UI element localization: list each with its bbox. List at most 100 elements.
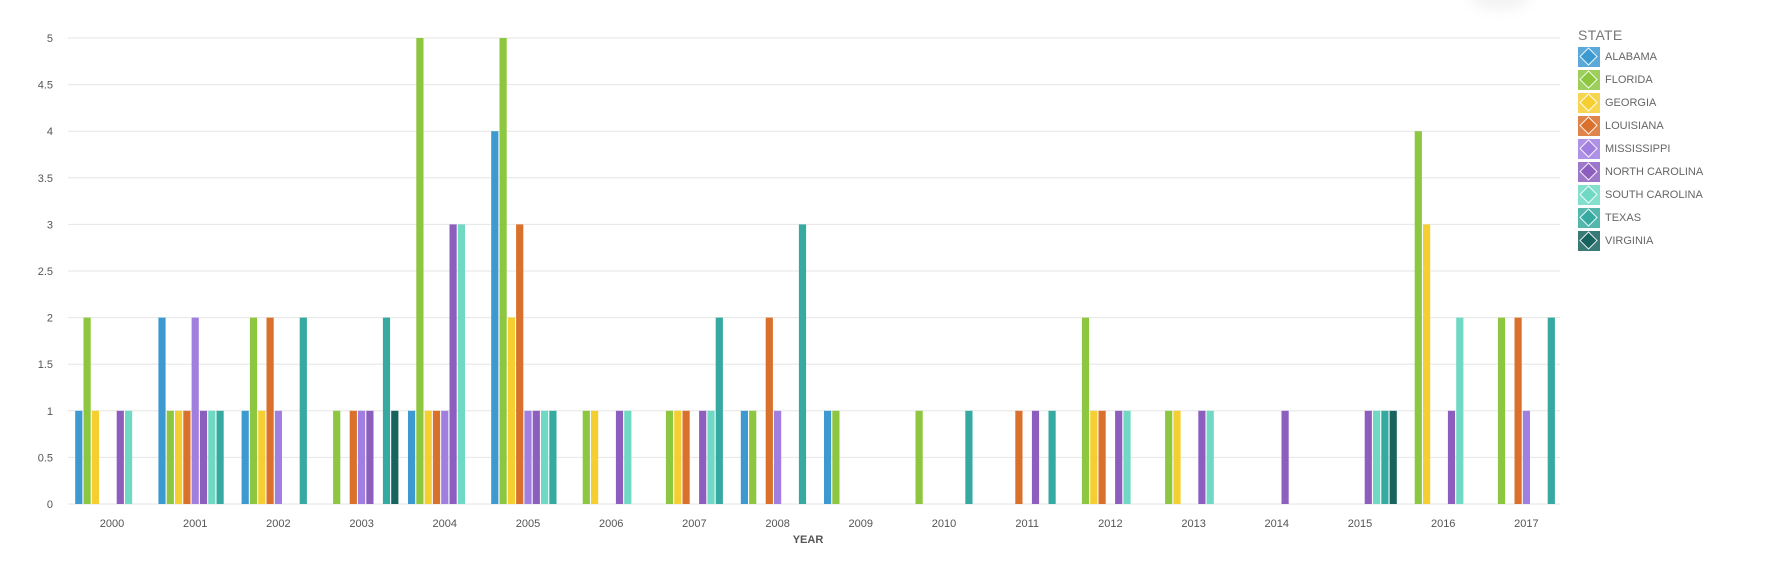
bar-georgia-2001[interactable] <box>175 410 183 504</box>
legend-item-louisiana[interactable]: LOUISIANA <box>1578 114 1703 137</box>
bar-north-carolina-2001[interactable] <box>199 410 208 504</box>
bar-alabama-2009[interactable] <box>824 410 832 504</box>
bar-north-carolina-2005[interactable] <box>532 410 540 504</box>
bar-louisiana-2017[interactable] <box>1514 317 1522 504</box>
bar-florida-2003[interactable] <box>333 410 341 504</box>
bar-georgia-2007[interactable] <box>674 410 682 504</box>
bar-louisiana-2011[interactable] <box>1015 410 1023 504</box>
bar-georgia-2004[interactable] <box>424 410 432 504</box>
legend-item-mississippi[interactable]: MISSISSIPPI <box>1578 137 1703 160</box>
bar-florida-2013[interactable] <box>1165 410 1173 504</box>
bar-mississippi-2001[interactable] <box>191 317 199 504</box>
bar-texas-2001[interactable] <box>216 410 224 504</box>
bar-mississippi-2008[interactable] <box>774 410 782 504</box>
bar-south-carolina-2007[interactable] <box>707 410 715 504</box>
bar-virginia-2003[interactable] <box>391 410 399 504</box>
bar-alabama-2001[interactable] <box>158 317 166 504</box>
legend-item-florida[interactable]: FLORIDA <box>1578 68 1703 91</box>
bar-florida-2010[interactable] <box>915 410 923 504</box>
bar-mississippi-2002[interactable] <box>274 410 282 504</box>
bar-alabama-2005[interactable] <box>491 131 499 504</box>
bar-texas-2011[interactable] <box>1048 410 1056 504</box>
bar-alabama-2004[interactable] <box>408 410 416 504</box>
bar-louisiana-2012[interactable] <box>1098 410 1106 504</box>
legend-item-georgia[interactable]: GEORGIA <box>1578 91 1703 114</box>
bar-north-carolina-2011[interactable] <box>1031 410 1040 504</box>
bar-texas-2003[interactable] <box>382 317 391 504</box>
bar-south-carolina-2001[interactable] <box>208 410 216 504</box>
bar-louisiana-2008[interactable] <box>765 317 773 504</box>
bar-louisiana-2003[interactable] <box>349 410 357 504</box>
bar-florida-2000[interactable] <box>83 317 91 504</box>
bar-texas-2002[interactable] <box>299 317 307 504</box>
bar-georgia-2016[interactable] <box>1423 224 1431 504</box>
bar-north-carolina-2003[interactable] <box>366 410 374 504</box>
bar-alabama-2000[interactable] <box>75 410 83 504</box>
bar-south-carolina-2006[interactable] <box>624 410 632 504</box>
legend-item-north-carolina[interactable]: NORTH CAROLINA <box>1578 160 1703 183</box>
legend-item-virginia[interactable]: VIRGINIA <box>1578 229 1703 252</box>
bar-north-carolina-2007[interactable] <box>699 410 707 504</box>
bar-north-carolina-2012[interactable] <box>1115 410 1123 504</box>
legend-item-alabama[interactable]: ALABAMA <box>1578 45 1703 68</box>
bar-mississippi-2005[interactable] <box>524 410 532 504</box>
bar-florida-2001[interactable] <box>166 410 174 504</box>
x-tick-label: 2012 <box>1098 518 1122 530</box>
bar-north-carolina-2006[interactable] <box>615 410 624 504</box>
bar-south-carolina-2016[interactable] <box>1456 317 1464 504</box>
bar-florida-2017[interactable] <box>1497 317 1506 504</box>
bar-mississippi-2017[interactable] <box>1522 410 1530 504</box>
bar-texas-2008[interactable] <box>798 224 807 504</box>
bar-alabama-2008[interactable] <box>740 410 748 504</box>
bar-mississippi-2003[interactable] <box>358 410 366 504</box>
bar-south-carolina-2013[interactable] <box>1206 410 1214 504</box>
bar-georgia-2012[interactable] <box>1090 410 1098 504</box>
bar-alabama-2002[interactable] <box>241 410 249 504</box>
bar-south-carolina-2000[interactable] <box>125 410 133 504</box>
legend-marker-icon <box>1578 69 1600 90</box>
bar-north-carolina-2013[interactable] <box>1198 410 1206 504</box>
legend-marker-icon <box>1578 46 1600 67</box>
bar-florida-2005[interactable] <box>499 38 507 504</box>
bar-texas-2007[interactable] <box>715 317 723 504</box>
bar-south-carolina-2004[interactable] <box>457 224 465 504</box>
bar-texas-2017[interactable] <box>1547 317 1555 504</box>
bar-georgia-2005[interactable] <box>507 317 515 504</box>
bar-georgia-2006[interactable] <box>591 410 599 504</box>
bar-texas-2005[interactable] <box>549 410 557 504</box>
bar-louisiana-2002[interactable] <box>266 317 274 504</box>
bar-florida-2006[interactable] <box>582 410 590 504</box>
bar-florida-2016[interactable] <box>1414 131 1422 504</box>
bar-georgia-2002[interactable] <box>258 410 266 504</box>
bar-south-carolina-2005[interactable] <box>541 410 549 504</box>
grid-lines <box>68 37 1560 505</box>
bar-south-carolina-2012[interactable] <box>1123 410 1131 504</box>
x-tick-label: 2017 <box>1514 518 1538 530</box>
bar-louisiana-2004[interactable] <box>432 410 441 504</box>
bar-florida-2008[interactable] <box>749 410 757 504</box>
legend-item-texas[interactable]: TEXAS <box>1578 206 1703 229</box>
bar-north-carolina-2000[interactable] <box>116 410 124 504</box>
bar-florida-2002[interactable] <box>249 317 258 504</box>
bar-georgia-2013[interactable] <box>1173 410 1181 504</box>
bar-louisiana-2007[interactable] <box>682 410 690 504</box>
y-tick-label: 2.5 <box>38 266 53 278</box>
bar-florida-2007[interactable] <box>665 410 674 504</box>
bar-florida-2009[interactable] <box>832 410 840 504</box>
bar-texas-2015[interactable] <box>1381 410 1389 504</box>
bar-south-carolina-2015[interactable] <box>1373 410 1381 504</box>
bar-north-carolina-2016[interactable] <box>1447 410 1456 504</box>
bar-louisiana-2001[interactable] <box>183 410 191 504</box>
bar-florida-2012[interactable] <box>1081 317 1090 504</box>
bar-texas-2010[interactable] <box>965 410 973 504</box>
legend-item-south-carolina[interactable]: SOUTH CAROLINA <box>1578 183 1703 206</box>
bar-north-carolina-2014[interactable] <box>1281 410 1289 504</box>
bar-mississippi-2004[interactable] <box>441 410 449 504</box>
legend-label: TEXAS <box>1605 211 1642 224</box>
bar-virginia-2015[interactable] <box>1389 410 1397 504</box>
bar-north-carolina-2015[interactable] <box>1364 410 1372 504</box>
bar-louisiana-2005[interactable] <box>516 224 524 504</box>
bar-georgia-2000[interactable] <box>91 410 99 504</box>
bar-north-carolina-2004[interactable] <box>449 224 457 504</box>
bar-florida-2004[interactable] <box>416 38 424 504</box>
